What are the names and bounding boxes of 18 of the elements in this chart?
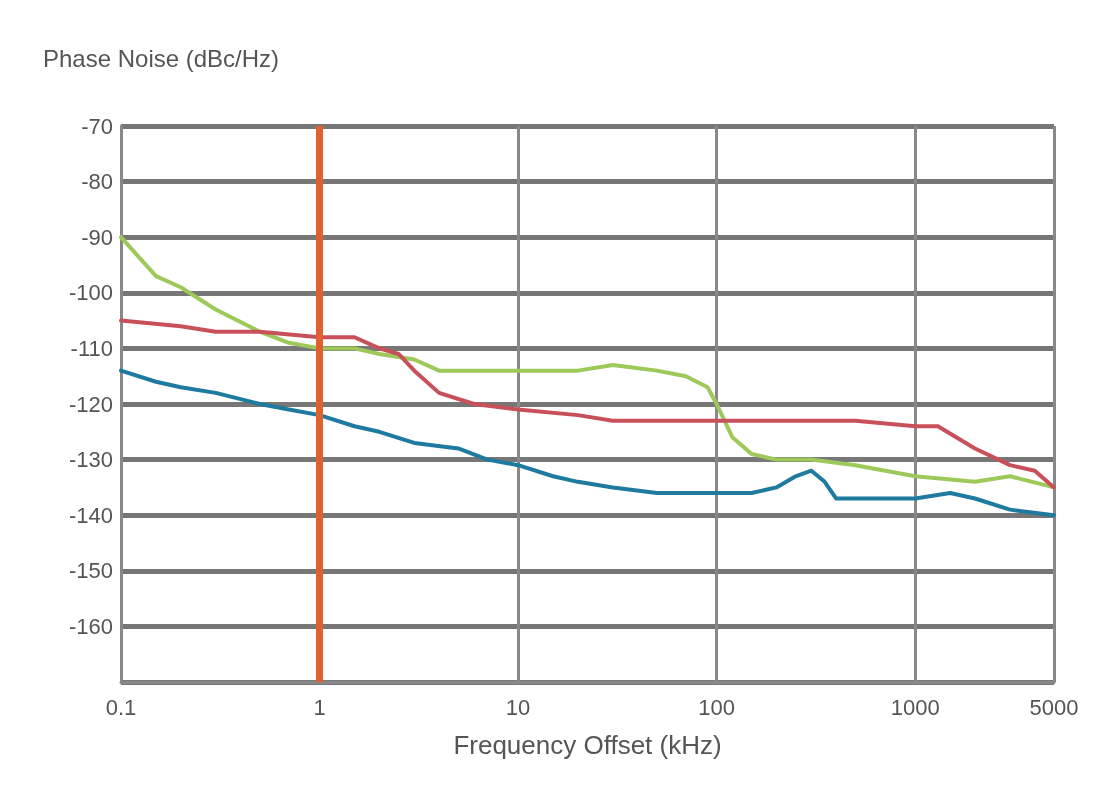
y-tick-label: -140 <box>68 502 113 528</box>
x-tick-label: 1000 <box>890 694 940 720</box>
y-tick-label: -110 <box>70 335 113 361</box>
y-tick-label: -120 <box>68 391 113 417</box>
y-tick-label: -150 <box>68 558 113 584</box>
x-tick-label: 5000 <box>1029 694 1079 720</box>
x-tick-label: 1 <box>313 694 326 720</box>
x-tick-label: 10 <box>505 694 531 720</box>
x-tick-label: 0.1 <box>105 694 137 720</box>
x-tick-label: 100 <box>698 694 736 720</box>
y-tick-label: -80 <box>81 169 113 195</box>
y-axis-title: Phase Noise (dBc/Hz) <box>43 44 280 72</box>
y-tick-label: -70 <box>81 113 113 139</box>
y-tick-label: -130 <box>68 447 113 473</box>
y-tick-label: -90 <box>81 224 113 250</box>
y-tick-label: -160 <box>68 613 113 639</box>
x-axis-title: Frequency Offset (kHz) <box>453 730 722 760</box>
y-tick-label: -100 <box>68 280 113 306</box>
